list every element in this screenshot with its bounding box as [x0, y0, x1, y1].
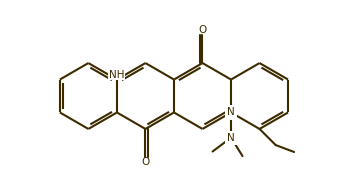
Text: O: O [141, 157, 150, 167]
Text: N: N [227, 133, 235, 143]
Text: NH: NH [109, 70, 125, 79]
Text: O: O [198, 25, 207, 35]
Text: N: N [227, 108, 235, 118]
